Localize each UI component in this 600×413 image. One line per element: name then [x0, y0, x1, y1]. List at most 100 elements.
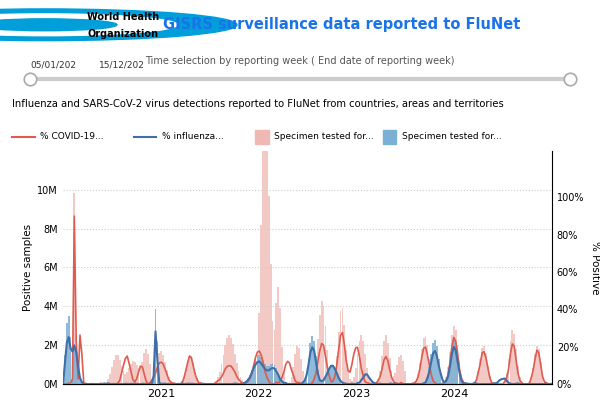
Bar: [434, 339, 436, 384]
Bar: [310, 343, 311, 384]
Bar: [421, 349, 422, 384]
Bar: [289, 382, 290, 384]
Bar: [181, 381, 183, 384]
Bar: [502, 383, 504, 384]
Bar: [247, 379, 249, 384]
Bar: [164, 362, 166, 384]
Bar: [115, 356, 117, 384]
Bar: [170, 381, 172, 384]
Bar: [226, 338, 228, 384]
Bar: [398, 357, 400, 384]
Bar: [538, 349, 539, 384]
Bar: [346, 350, 347, 384]
Bar: [377, 379, 379, 384]
Bar: [311, 381, 313, 384]
Bar: [304, 380, 305, 384]
Bar: [434, 382, 436, 384]
Bar: [332, 365, 334, 384]
Bar: [460, 374, 462, 384]
Bar: [447, 367, 449, 384]
Bar: [71, 378, 73, 384]
Bar: [491, 382, 493, 384]
Bar: [279, 377, 281, 384]
Bar: [136, 365, 137, 384]
Bar: [362, 341, 364, 384]
Bar: [70, 337, 71, 384]
Bar: [219, 372, 221, 384]
Bar: [239, 377, 241, 384]
Bar: [260, 225, 262, 384]
Bar: [143, 353, 145, 384]
Bar: [317, 370, 319, 384]
Bar: [443, 382, 445, 384]
Bar: [257, 356, 259, 384]
Bar: [540, 362, 542, 384]
Bar: [244, 383, 245, 384]
Bar: [162, 355, 164, 384]
Bar: [106, 382, 107, 384]
Bar: [394, 373, 396, 384]
Bar: [245, 381, 247, 384]
Bar: [445, 377, 447, 384]
Bar: [157, 341, 158, 384]
Bar: [544, 381, 545, 384]
Bar: [325, 377, 326, 384]
Bar: [68, 316, 70, 384]
Bar: [532, 368, 534, 384]
Bar: [155, 367, 157, 384]
Bar: [275, 368, 277, 384]
Bar: [166, 370, 168, 384]
Bar: [332, 379, 334, 384]
Bar: [134, 361, 136, 384]
Bar: [77, 366, 79, 384]
Bar: [275, 303, 277, 384]
Y-axis label: Positive samples: Positive samples: [23, 224, 33, 311]
Circle shape: [0, 14, 177, 36]
Bar: [185, 369, 187, 384]
Bar: [319, 379, 320, 384]
Bar: [71, 347, 73, 384]
Bar: [277, 287, 279, 384]
Circle shape: [0, 19, 117, 31]
Bar: [396, 365, 398, 384]
Bar: [493, 383, 494, 384]
Text: Time selection by reporting week ( End date of reporting week): Time selection by reporting week ( End d…: [145, 56, 455, 66]
Bar: [111, 367, 113, 384]
Bar: [509, 342, 511, 384]
Bar: [292, 367, 294, 384]
Bar: [511, 330, 513, 384]
Bar: [415, 380, 417, 384]
Bar: [445, 380, 447, 384]
Bar: [326, 350, 328, 384]
Bar: [383, 342, 385, 384]
Bar: [334, 373, 336, 384]
Bar: [124, 374, 126, 384]
Bar: [187, 361, 188, 384]
Bar: [241, 380, 243, 384]
Bar: [302, 371, 304, 384]
Bar: [264, 365, 266, 384]
Bar: [290, 377, 292, 384]
Bar: [372, 383, 374, 384]
Bar: [341, 308, 343, 384]
Bar: [193, 363, 194, 384]
Bar: [253, 364, 254, 384]
Bar: [364, 354, 366, 384]
Bar: [483, 346, 485, 384]
Bar: [389, 358, 391, 384]
Text: % COVID-19...: % COVID-19...: [40, 132, 104, 141]
Bar: [336, 373, 338, 384]
Bar: [287, 383, 289, 384]
Bar: [73, 193, 75, 384]
Bar: [489, 376, 491, 384]
Bar: [458, 361, 460, 384]
Bar: [262, 151, 264, 384]
Bar: [379, 371, 381, 384]
Bar: [130, 363, 132, 384]
Bar: [451, 348, 453, 384]
Bar: [432, 343, 434, 384]
Bar: [279, 309, 281, 384]
Text: 05/01/202: 05/01/202: [30, 60, 76, 69]
Bar: [351, 381, 353, 384]
Bar: [305, 373, 307, 384]
